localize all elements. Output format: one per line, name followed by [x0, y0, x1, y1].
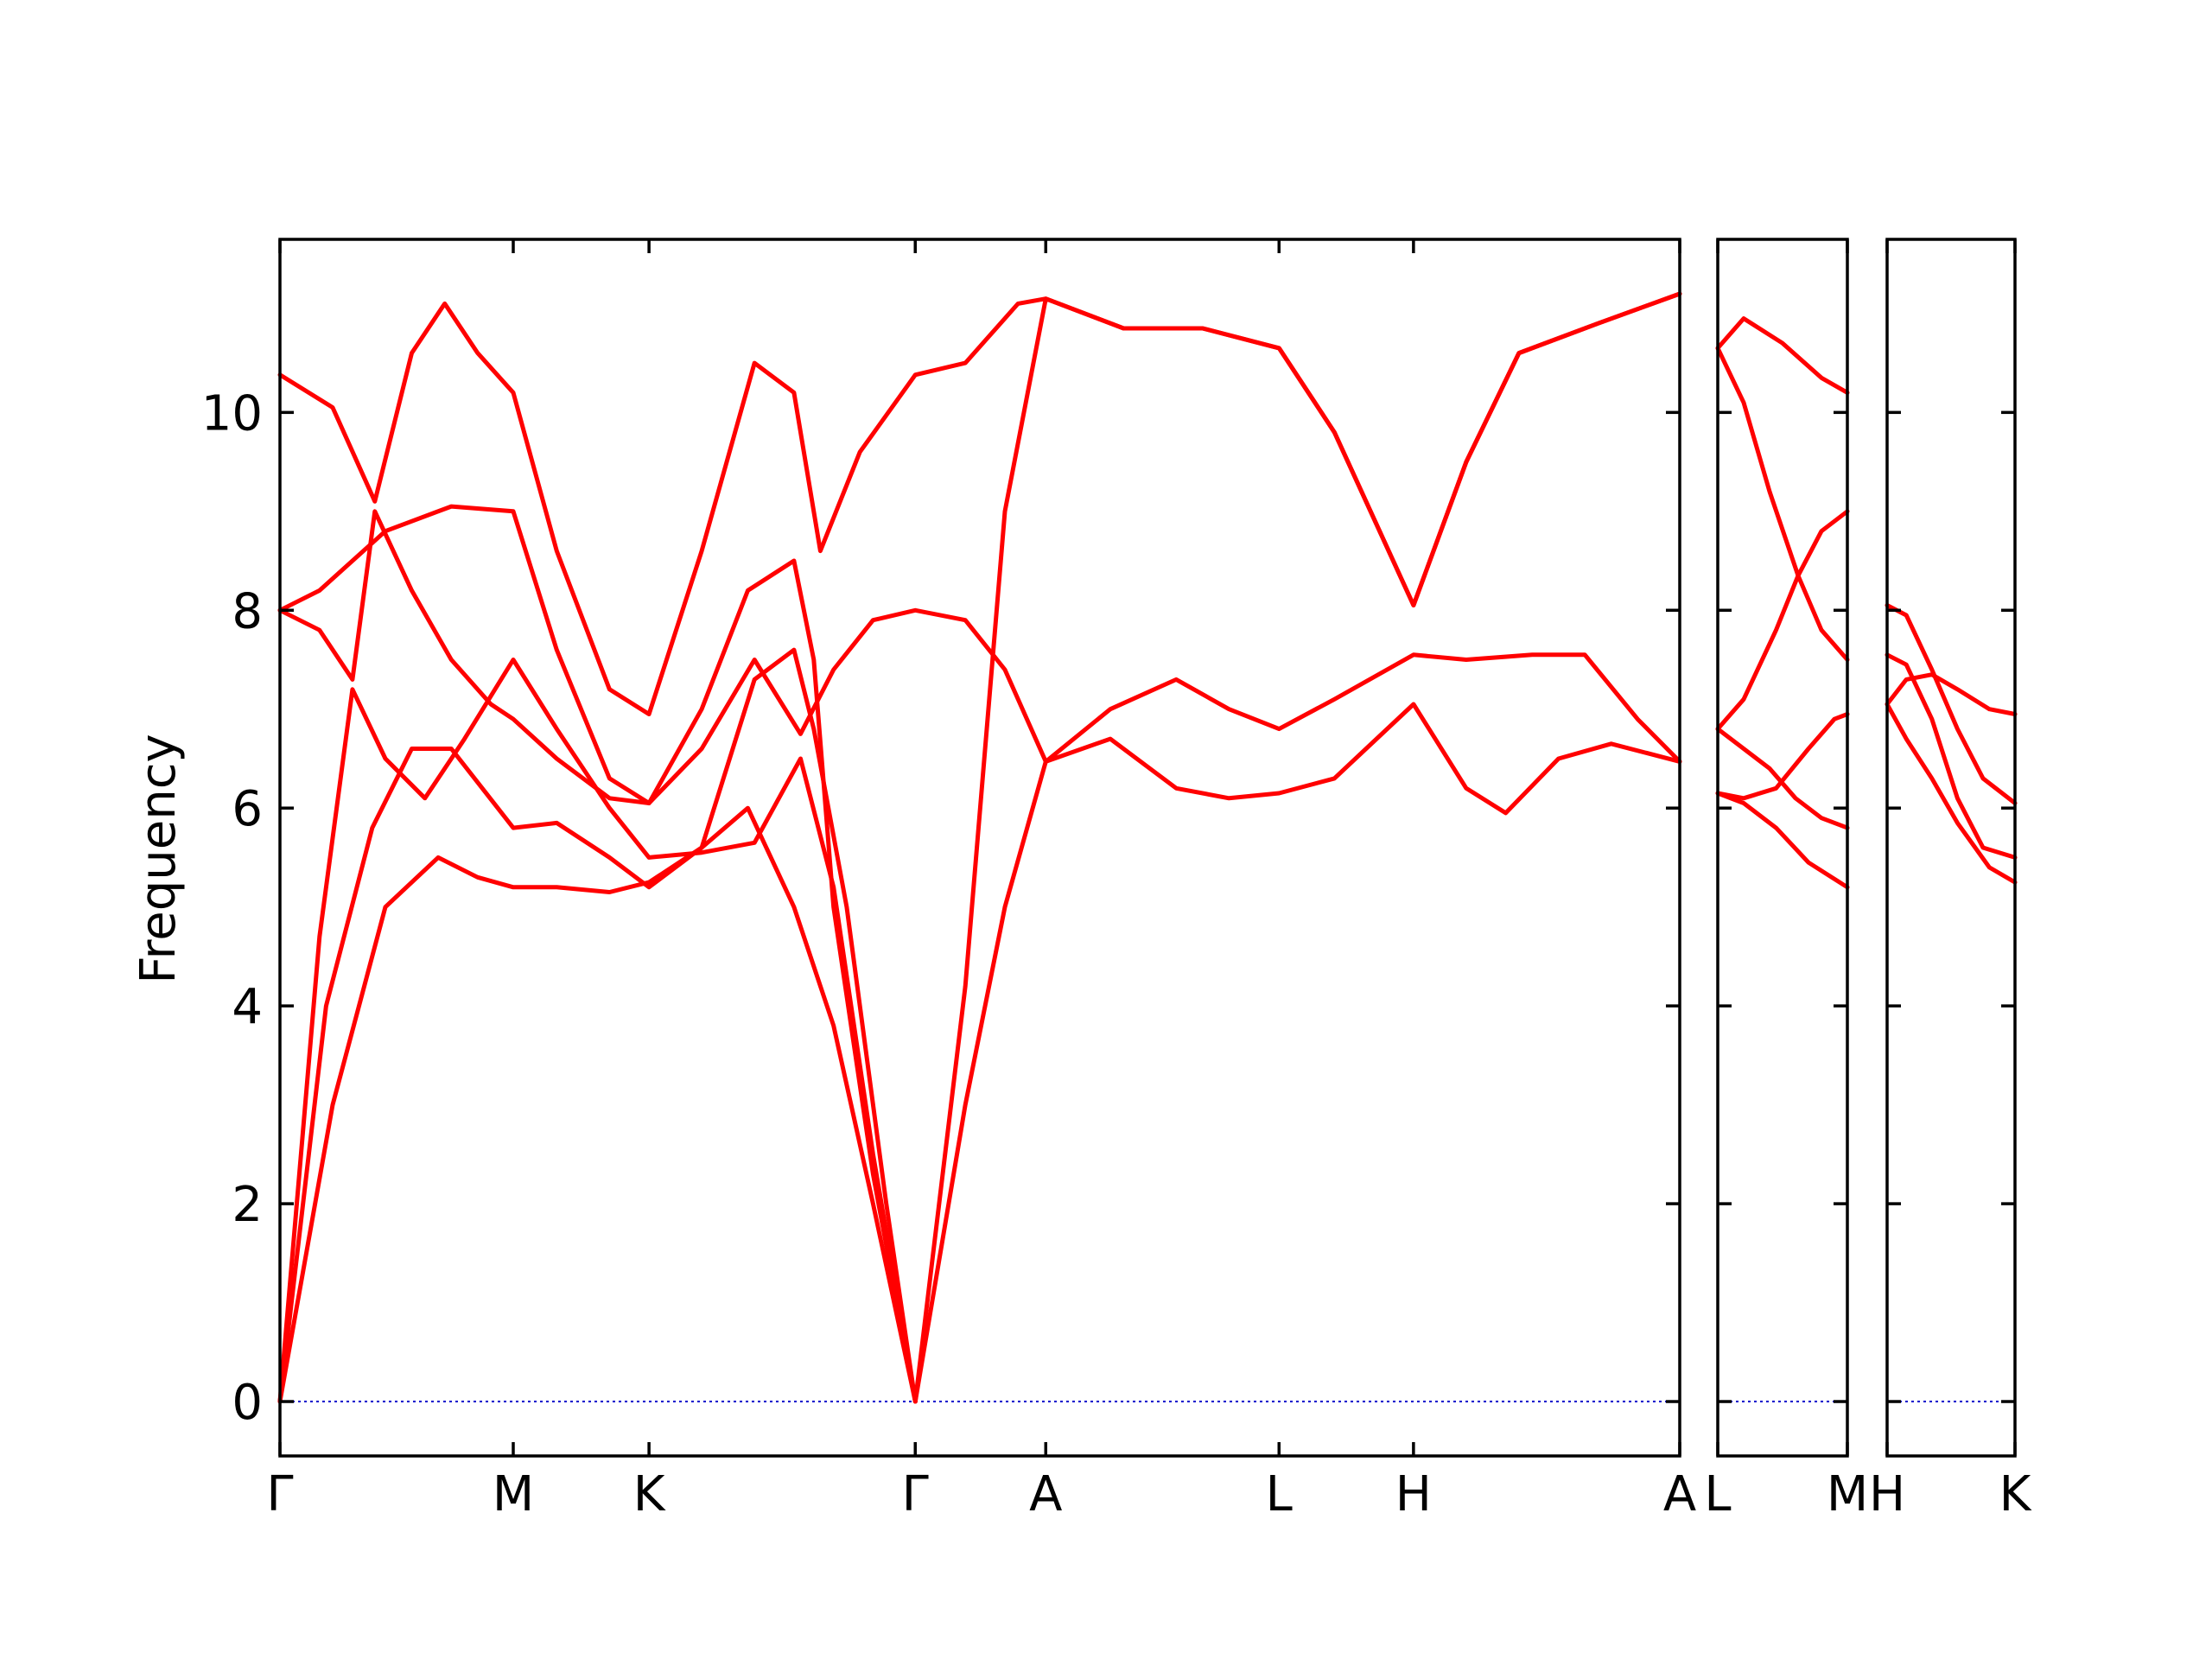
x-tick-label: K [1999, 1466, 2032, 1522]
panel-frame-2 [1716, 238, 1849, 1458]
y-axis-label: Frequency [130, 734, 187, 983]
y-tick-label: 2 [232, 1177, 263, 1233]
x-tick-label: A [1663, 1466, 1696, 1522]
band-line-3-3 [1885, 672, 2018, 716]
band-line-2-1 [1715, 316, 1850, 395]
band-line-1-5 [277, 647, 918, 1404]
y-tick-label: 8 [232, 583, 263, 639]
band-line-1-6 [277, 805, 918, 1404]
y-tick-label: 6 [232, 781, 263, 837]
x-tick-label: M [493, 1466, 534, 1522]
band-line-3-2 [1885, 652, 2018, 860]
band-line-1-1 [277, 291, 1682, 716]
x-tick-label: L [1704, 1466, 1731, 1522]
band-line-3-4 [1885, 702, 2018, 885]
x-tick-label: A [1029, 1466, 1062, 1522]
band-line-1-2 [277, 504, 1682, 805]
panel-frame-3 [1885, 238, 2017, 1458]
band-line-3-1 [1885, 603, 2018, 805]
band-line-2-6 [1715, 791, 1850, 890]
x-tick-label: Γ [902, 1466, 929, 1522]
y-tick-label: 0 [232, 1375, 263, 1431]
x-tick-label: Γ [266, 1466, 293, 1522]
panel-frame-1 [278, 238, 1681, 1458]
x-tick-label: H [1869, 1466, 1905, 1522]
band-line-2-3 [1715, 509, 1850, 732]
x-tick-label: K [633, 1466, 666, 1522]
band-line-2-5 [1715, 712, 1850, 801]
x-tick-label: L [1266, 1466, 1293, 1522]
band-line-1-3 [277, 291, 1682, 1404]
band-line-1-4 [277, 658, 1682, 1404]
y-tick-label: 4 [232, 979, 263, 1035]
x-tick-label: H [1395, 1466, 1432, 1522]
y-tick-label: 10 [201, 385, 263, 442]
x-tick-label: M [1827, 1466, 1868, 1522]
band-line-2-2 [1715, 346, 1850, 662]
